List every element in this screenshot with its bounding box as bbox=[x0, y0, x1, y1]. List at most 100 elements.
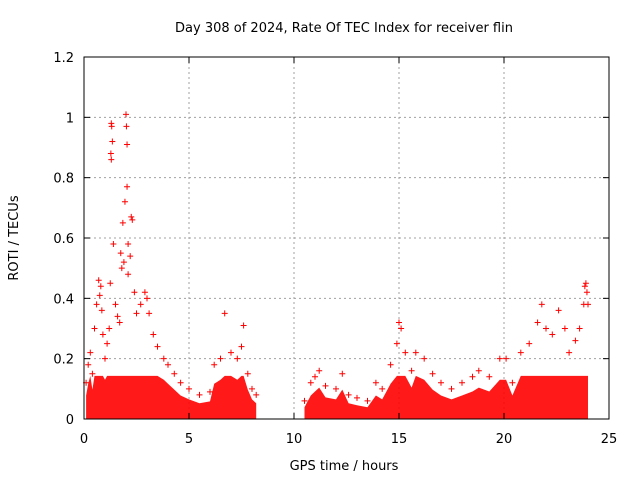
data-point bbox=[459, 379, 465, 386]
data-point bbox=[109, 138, 116, 145]
data-point bbox=[116, 319, 123, 326]
data-point bbox=[228, 349, 234, 356]
data-point bbox=[119, 219, 126, 226]
data-point bbox=[555, 307, 562, 314]
data-point bbox=[322, 382, 329, 389]
data-point bbox=[108, 123, 115, 130]
grid-lines bbox=[84, 57, 609, 419]
data-point bbox=[123, 123, 130, 130]
chart-title: Day 308 of 2024, Rate Of TEC Index for r… bbox=[175, 21, 513, 36]
data-point bbox=[154, 343, 161, 350]
data-point bbox=[398, 325, 405, 332]
data-point bbox=[566, 349, 573, 356]
data-point bbox=[543, 325, 549, 332]
data-point bbox=[469, 373, 476, 380]
x-tick-label: 5 bbox=[185, 432, 193, 447]
data-point bbox=[107, 280, 114, 287]
data-point bbox=[211, 361, 218, 368]
data-point bbox=[534, 319, 541, 326]
data-point bbox=[402, 349, 409, 356]
data-point bbox=[107, 150, 114, 157]
data-point bbox=[412, 349, 419, 356]
data-point bbox=[128, 213, 135, 220]
data-point bbox=[114, 313, 121, 320]
data-point bbox=[118, 265, 125, 272]
data-point bbox=[112, 301, 119, 308]
data-point bbox=[503, 355, 510, 362]
data-point bbox=[141, 289, 148, 296]
data-point bbox=[234, 355, 241, 362]
data-point bbox=[549, 331, 556, 338]
data-point bbox=[106, 325, 113, 332]
data-point bbox=[102, 355, 108, 362]
data-point bbox=[240, 322, 247, 329]
x-tick-label: 20 bbox=[496, 432, 513, 447]
data-point bbox=[146, 310, 153, 317]
data-point bbox=[160, 355, 167, 362]
data-point bbox=[99, 331, 106, 338]
data-point bbox=[486, 373, 493, 380]
data-point bbox=[165, 361, 171, 368]
data-point bbox=[97, 283, 104, 290]
data-point bbox=[137, 301, 144, 308]
data-point bbox=[538, 301, 545, 308]
data-point bbox=[585, 301, 591, 308]
data-point bbox=[98, 307, 105, 314]
y-axis-label: ROTI / TECUs bbox=[7, 195, 22, 280]
data-point bbox=[249, 385, 255, 392]
data-point bbox=[110, 241, 117, 248]
data-point bbox=[517, 349, 524, 356]
x-tick-label: 15 bbox=[391, 432, 408, 447]
data-point bbox=[496, 355, 503, 362]
data-point bbox=[129, 216, 136, 223]
data-point bbox=[421, 355, 428, 362]
data-point bbox=[196, 391, 203, 398]
data-point bbox=[133, 310, 140, 317]
data-point bbox=[87, 349, 94, 356]
x-tick-label: 25 bbox=[601, 432, 618, 447]
data-point bbox=[312, 373, 318, 380]
data-point bbox=[121, 198, 128, 205]
y-tick-label: 0.4 bbox=[53, 292, 74, 307]
data-point bbox=[509, 379, 516, 386]
data-point bbox=[393, 340, 400, 347]
data-point bbox=[316, 367, 323, 374]
data-point bbox=[354, 394, 360, 401]
data-point bbox=[561, 325, 568, 332]
data-point bbox=[253, 391, 260, 398]
data-point bbox=[186, 385, 192, 392]
y-tick-label: 0.6 bbox=[53, 232, 74, 247]
data-point bbox=[372, 379, 379, 386]
data-point bbox=[207, 388, 213, 395]
data-point bbox=[475, 367, 482, 374]
data-point bbox=[339, 370, 346, 377]
data-point bbox=[131, 289, 138, 296]
data-point bbox=[387, 361, 394, 368]
data-point bbox=[583, 289, 590, 296]
data-point bbox=[125, 241, 132, 248]
data-point bbox=[526, 340, 533, 347]
data-point bbox=[244, 370, 251, 377]
data-point bbox=[125, 271, 132, 278]
density-band bbox=[86, 375, 257, 419]
data-point bbox=[124, 141, 131, 148]
y-tick-label: 1.2 bbox=[53, 51, 74, 66]
data-point bbox=[124, 183, 131, 190]
y-tick-label: 0.8 bbox=[53, 172, 74, 187]
data-point bbox=[120, 259, 127, 266]
data-point bbox=[150, 331, 157, 338]
x-axis-label: GPS time / hours bbox=[290, 459, 399, 474]
data-point bbox=[91, 325, 98, 332]
data-density-band bbox=[86, 375, 588, 419]
data-point bbox=[581, 283, 588, 290]
y-tick-label: 1 bbox=[66, 111, 74, 126]
data-point bbox=[438, 379, 444, 386]
data-point bbox=[307, 379, 314, 386]
data-point bbox=[333, 385, 339, 392]
density-band bbox=[304, 375, 588, 419]
data-point bbox=[238, 343, 245, 350]
data-point bbox=[96, 292, 103, 299]
data-point bbox=[177, 379, 184, 386]
data-point bbox=[171, 370, 178, 377]
data-point bbox=[85, 361, 92, 368]
